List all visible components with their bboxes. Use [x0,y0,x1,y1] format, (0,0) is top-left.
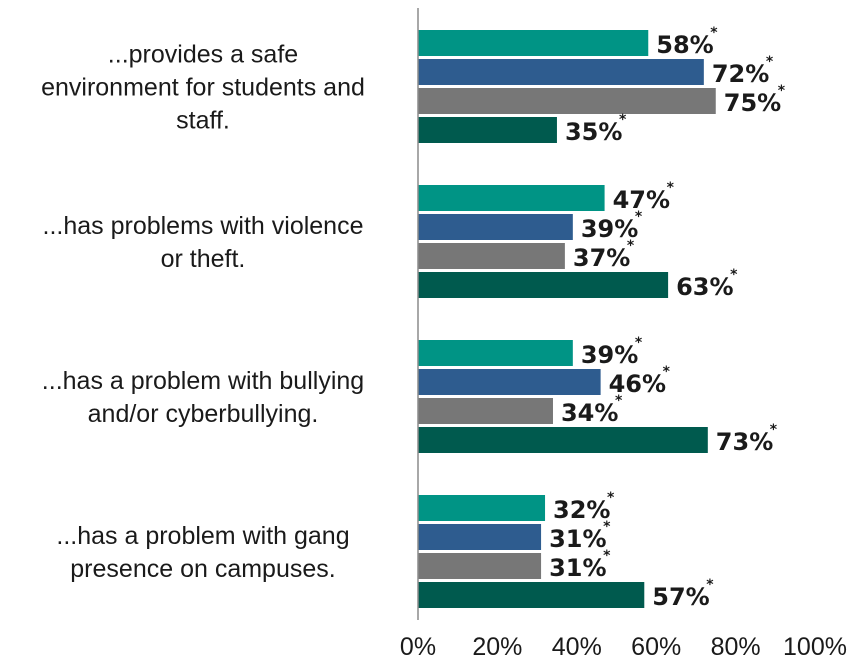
significance-marker: * [627,238,635,254]
bar [418,30,649,56]
bar [418,524,542,550]
significance-marker: * [766,54,774,70]
category-label-line: ...has problems with violence [43,212,364,240]
category-label-line: presence on campuses. [70,555,335,583]
bar [418,185,605,211]
bar [418,340,573,366]
bar [418,88,716,114]
bar [418,214,573,240]
category-label: ...provides a safe environment for studen… [41,41,365,135]
data-label: 35% [565,118,622,146]
category-label-line: and/or cyberbullying. [88,400,319,428]
significance-marker: * [603,519,611,535]
bars [418,30,716,608]
data-label: 39% [581,341,638,369]
category-label-line: environment for students and [41,74,365,102]
bar [418,582,645,608]
category-label: ...has a problem with gang presence on ca… [56,522,349,583]
x-tick-label: 100% [783,633,847,661]
category-label-line: ...provides a safe [108,41,298,69]
data-label: 32% [553,496,610,524]
bar [418,272,669,298]
significance-marker: * [778,83,786,99]
data-label: 75% [724,89,781,117]
bar [418,369,601,395]
category-label: ...has problems with violence or theft. [43,212,364,273]
data-label: 31% [549,525,606,553]
significance-marker: * [607,490,615,506]
x-tick-label: 60% [631,633,681,661]
significance-marker: * [730,267,738,283]
significance-marker: * [615,393,623,409]
bar [418,59,704,85]
category-label-line: ...has a problem with gang [56,522,349,550]
data-label: 72% [712,60,769,88]
bar [418,117,557,143]
data-label: 31% [549,554,606,582]
data-label: 58% [656,31,713,59]
significance-marker: * [710,25,718,41]
significance-marker: * [603,548,611,564]
significance-marker: * [706,577,714,593]
significance-marker: * [770,422,778,438]
data-label: 34% [561,399,618,427]
bar [418,243,565,269]
data-labels: 58%*72%*75%*35%*47%*39%*37%*63%*39%*46%*… [549,25,786,611]
data-label: 73% [716,428,773,456]
data-label: 46% [609,370,666,398]
significance-marker: * [635,335,643,351]
significance-marker: * [663,364,671,380]
data-label: 37% [573,244,630,272]
significance-marker: * [635,209,643,225]
bar [418,427,708,453]
data-label: 57% [652,583,709,611]
bar [418,553,542,579]
bar [418,495,546,521]
x-axis-ticks: 0% 20% 40% 60% 80% 100% [400,633,847,661]
significance-marker: * [619,112,627,128]
significance-marker: * [667,180,675,196]
x-tick-label: 80% [711,633,761,661]
category-label-line: or theft. [161,245,246,273]
x-tick-label: 0% [400,633,436,661]
data-label: 63% [676,273,733,301]
x-tick-label: 40% [552,633,602,661]
x-tick-label: 20% [472,633,522,661]
category-label: ...has a problem with bullying and/or cyb… [42,367,364,428]
bar [418,398,553,424]
data-label: 47% [613,186,670,214]
category-label-line: staff. [176,107,230,135]
category-labels: ...provides a safe environment for studen… [41,41,365,584]
category-label-line: ...has a problem with bullying [42,367,364,395]
data-label: 39% [581,215,638,243]
